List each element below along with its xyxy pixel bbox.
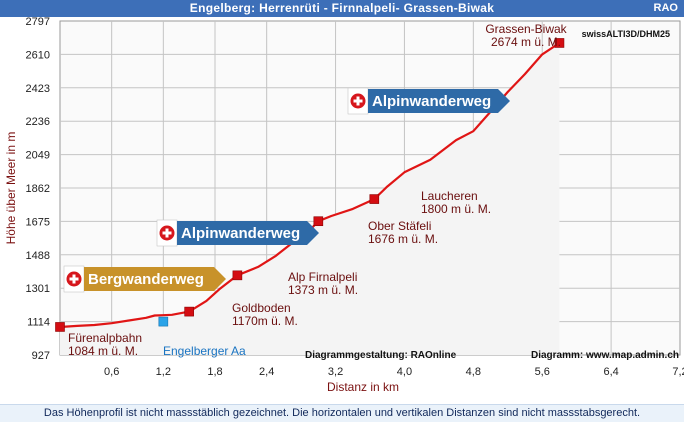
source-annotation: swissALTI3D/DHM25 xyxy=(582,29,670,39)
location-label: Engelberger Aa xyxy=(163,344,246,358)
sign-arrow xyxy=(368,89,510,113)
title-bar xyxy=(0,0,684,17)
x-tick-label: 2,4 xyxy=(259,366,274,378)
x-tick-label: 3,2 xyxy=(328,366,343,378)
location-marker xyxy=(158,316,169,327)
x-axis-label: Distanz in km xyxy=(327,380,399,394)
trail-sign: Alpinwanderweg xyxy=(347,87,510,115)
credit-design: Diagrammgestaltung: RAOnline xyxy=(305,350,457,361)
y-tick-label: 1862 xyxy=(26,183,50,195)
sign-label: Bergwanderweg xyxy=(88,271,204,288)
waypoint-name: Laucheren xyxy=(421,189,478,203)
y-axis-label: Höhe über Meer in m xyxy=(4,132,18,245)
waypoint-elevation: 1373 m ü. M. xyxy=(288,283,358,297)
x-tick-label: 1,8 xyxy=(207,366,222,378)
profile-area xyxy=(60,43,560,355)
y-tick-label: 2797 xyxy=(26,17,50,28)
waypoint-marker xyxy=(232,270,243,281)
trail-signs: Bergwanderweg Alpinwanderweg Alpinwanderwe… xyxy=(63,87,510,293)
chart-title: Engelberg: Herrenrüti - Firnnalpeli- Gra… xyxy=(189,1,495,15)
credit-map: Diagramm: www.map.admin.ch xyxy=(531,350,679,361)
waypoint-elevation: 2674 m ü. M. xyxy=(491,35,561,49)
x-tick-labels: 0,6 1,2 1,8 2,4 3,2 4,0 4,8 5,6 6,4 7,2 xyxy=(104,366,684,378)
waypoint-name: Goldboden xyxy=(232,301,291,315)
y-tick-label: 1675 xyxy=(26,216,50,228)
waypoint-marker xyxy=(184,306,194,317)
y-tick-label: 1301 xyxy=(26,283,50,295)
footer-note: Das Höhenprofil ist nicht massstäblich g… xyxy=(0,404,684,422)
waypoint-name: Alp Firnalpeli xyxy=(288,270,357,284)
waypoint-markers xyxy=(55,38,565,332)
y-tick-labels: 927 1114 1301 1488 1675 1862 2049 2236 2423 2610 2… xyxy=(26,17,50,362)
y-tick-label: 927 xyxy=(32,350,50,362)
waypoint-elevation: 1676 m ü. M. xyxy=(368,232,438,246)
y-tick-label: 1488 xyxy=(26,250,50,262)
y-tick-label: 2610 xyxy=(26,49,50,61)
y-tick-label: 2236 xyxy=(26,116,50,128)
swiss-cross-icon xyxy=(162,231,172,235)
trail-sign: Alpinwanderweg xyxy=(156,219,319,247)
y-tick-label: 1114 xyxy=(27,317,50,329)
waypoint-name: Fürenalpbahn xyxy=(68,331,142,345)
x-tick-label: 0,6 xyxy=(104,366,119,378)
x-tick-label: 1,2 xyxy=(156,366,171,378)
waypoint-marker xyxy=(369,194,380,204)
waypoint-elevation: 1800 m ü. M. xyxy=(421,202,491,216)
sign-arrow xyxy=(177,221,319,245)
waypoint-marker xyxy=(554,38,565,48)
x-tick-label: 6,4 xyxy=(603,366,618,378)
waypoint-elevation: 1084 m ü. M. xyxy=(68,344,138,358)
elevation-profile-chart: 927 1114 1301 1488 1675 1862 2049 2236 2423 2610 2… xyxy=(0,17,684,404)
waypoint-marker xyxy=(313,216,324,227)
sign-arrow xyxy=(84,267,226,291)
trail-sign: Bergwanderweg xyxy=(63,265,226,293)
swiss-cross-icon xyxy=(69,277,79,281)
sign-label: Alpinwanderweg xyxy=(181,225,300,242)
x-tick-label: 4,0 xyxy=(397,366,412,378)
y-tick-label: 2049 xyxy=(26,150,50,162)
waypoint-elevation: 1170m ü. M. xyxy=(232,314,298,328)
x-tick-label: 4,8 xyxy=(466,366,481,378)
sign-label: Alpinwanderweg xyxy=(372,93,491,110)
brand-label: RAO xyxy=(653,2,678,14)
waypoint-name: Grassen-Biwak xyxy=(485,22,567,36)
waypoint-name: Ober Stäfeli xyxy=(368,219,431,233)
x-tick-label: 5,6 xyxy=(535,366,550,378)
swiss-cross-icon xyxy=(353,99,363,103)
y-tick-label: 2423 xyxy=(26,83,50,95)
waypoint-marker xyxy=(55,322,65,332)
x-tick-label: 7,2 xyxy=(672,366,684,378)
